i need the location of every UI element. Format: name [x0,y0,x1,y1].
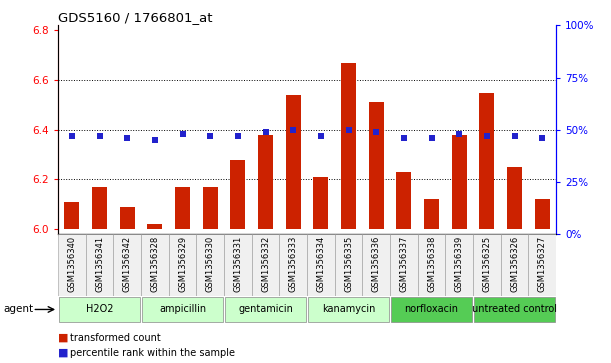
Bar [175,187,190,229]
Bar [230,160,246,229]
Text: transformed count: transformed count [70,333,161,343]
Point [316,133,326,139]
Text: ■: ■ [58,347,68,358]
Text: H2O2: H2O2 [86,305,113,314]
Point [537,135,547,141]
Text: GSM1356341: GSM1356341 [95,236,104,292]
Point [426,135,436,141]
Text: GSM1356327: GSM1356327 [538,236,547,292]
FancyBboxPatch shape [196,234,224,296]
Bar [258,135,273,229]
Point [67,133,77,139]
Text: ampicillin: ampicillin [159,305,206,314]
Text: GSM1356328: GSM1356328 [150,236,159,292]
Text: untreated control: untreated control [472,305,557,314]
Point [343,127,353,133]
Bar [424,199,439,229]
Bar [147,224,163,229]
FancyBboxPatch shape [500,234,529,296]
Point [288,127,298,133]
Point [205,133,215,139]
Text: agent: agent [3,305,33,314]
Text: percentile rank within the sample: percentile rank within the sample [70,347,235,358]
Text: GSM1356339: GSM1356339 [455,236,464,292]
FancyBboxPatch shape [169,234,196,296]
Text: gentamicin: gentamicin [238,305,293,314]
Text: GSM1356330: GSM1356330 [206,236,214,292]
Text: GSM1356337: GSM1356337 [400,236,408,292]
Bar [368,102,384,229]
Point [371,129,381,135]
Text: GSM1356325: GSM1356325 [482,236,491,292]
FancyBboxPatch shape [390,234,418,296]
Text: GSM1356332: GSM1356332 [261,236,270,292]
Text: GSM1356336: GSM1356336 [371,236,381,292]
Point [510,133,519,139]
Point [261,129,271,135]
FancyBboxPatch shape [86,234,114,296]
Point [399,135,409,141]
Point [455,131,464,137]
Bar [203,187,218,229]
Point [233,133,243,139]
Text: GDS5160 / 1766801_at: GDS5160 / 1766801_at [58,11,213,24]
FancyBboxPatch shape [474,297,555,322]
Text: ■: ■ [58,333,68,343]
Bar [92,187,107,229]
Bar [535,199,550,229]
FancyBboxPatch shape [59,297,141,322]
FancyBboxPatch shape [252,234,279,296]
FancyBboxPatch shape [529,234,556,296]
FancyBboxPatch shape [279,234,307,296]
FancyBboxPatch shape [445,234,473,296]
Text: GSM1356334: GSM1356334 [316,236,326,292]
FancyBboxPatch shape [418,234,445,296]
FancyBboxPatch shape [335,234,362,296]
Text: GSM1356340: GSM1356340 [67,236,76,292]
FancyBboxPatch shape [307,297,389,322]
FancyBboxPatch shape [225,297,307,322]
Text: GSM1356342: GSM1356342 [123,236,132,292]
Bar [313,177,329,229]
FancyBboxPatch shape [141,234,169,296]
Text: GSM1356331: GSM1356331 [233,236,243,292]
Text: GSM1356338: GSM1356338 [427,236,436,292]
FancyBboxPatch shape [473,234,500,296]
Text: GSM1356326: GSM1356326 [510,236,519,292]
FancyBboxPatch shape [307,234,335,296]
Text: GSM1356329: GSM1356329 [178,236,187,292]
FancyBboxPatch shape [362,234,390,296]
Bar [120,207,135,229]
FancyBboxPatch shape [58,234,86,296]
Point [150,137,159,143]
Bar [479,93,494,229]
Text: norfloxacin: norfloxacin [404,305,458,314]
Point [178,131,188,137]
Text: GSM1356333: GSM1356333 [288,236,298,292]
Text: GSM1356335: GSM1356335 [344,236,353,292]
FancyBboxPatch shape [142,297,224,322]
Bar [507,167,522,229]
Point [482,133,492,139]
FancyBboxPatch shape [224,234,252,296]
Bar [341,63,356,229]
FancyBboxPatch shape [390,297,472,322]
Point [95,133,104,139]
Bar [452,135,467,229]
Bar [64,202,79,229]
Text: kanamycin: kanamycin [322,305,375,314]
Point [122,135,132,141]
Bar [285,95,301,229]
Bar [397,172,411,229]
FancyBboxPatch shape [114,234,141,296]
